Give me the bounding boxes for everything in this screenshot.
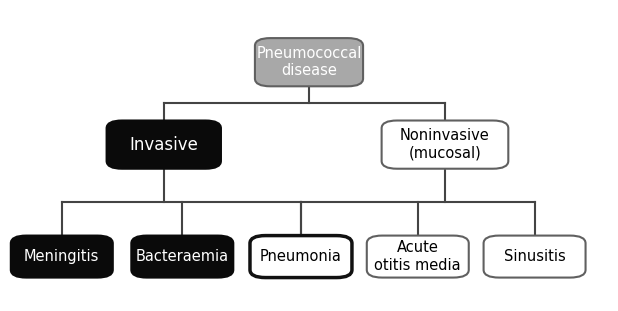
- Text: Invasive: Invasive: [129, 136, 198, 154]
- FancyBboxPatch shape: [107, 120, 221, 169]
- Text: Pneumococcal
disease: Pneumococcal disease: [256, 46, 362, 78]
- FancyBboxPatch shape: [131, 236, 233, 278]
- FancyBboxPatch shape: [11, 236, 112, 278]
- Text: Bacteraemia: Bacteraemia: [136, 249, 229, 264]
- FancyBboxPatch shape: [255, 38, 363, 86]
- FancyBboxPatch shape: [367, 236, 469, 278]
- FancyBboxPatch shape: [381, 120, 508, 169]
- Text: Acute
otitis media: Acute otitis media: [375, 240, 461, 273]
- FancyBboxPatch shape: [250, 236, 352, 278]
- Text: Meningitis: Meningitis: [24, 249, 99, 264]
- Text: Noninvasive
(mucosal): Noninvasive (mucosal): [400, 128, 490, 161]
- Text: Sinusitis: Sinusitis: [504, 249, 565, 264]
- Text: Pneumonia: Pneumonia: [260, 249, 342, 264]
- FancyBboxPatch shape: [483, 236, 586, 278]
